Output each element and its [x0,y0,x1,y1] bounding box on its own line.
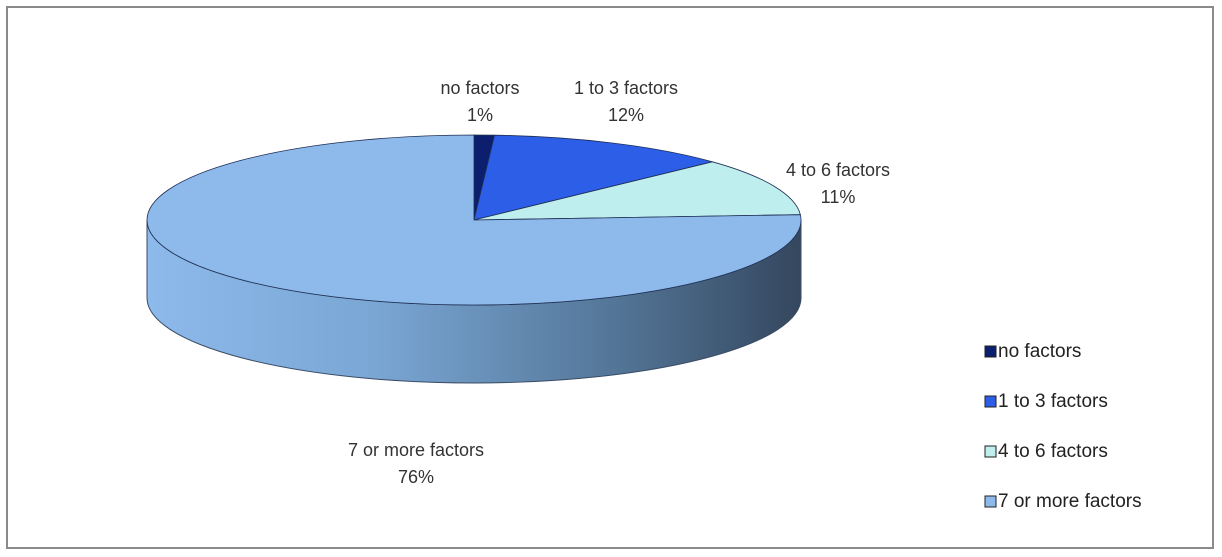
pie-slice-4-to-6-factors [473,161,801,221]
legend-swatch-7-or-more-factors [984,495,997,508]
data-label-no-factors-name: no factors [440,78,519,98]
data-label-4-to-6-factors-value: 11% [821,187,856,207]
data-label-no-factors-value: 1% [467,105,493,125]
data-label-1-to-3-factors-name: 1 to 3 factors [574,78,678,98]
pie-slice-1-to-3-factors [473,134,714,221]
data-label-7-or-more-factors-value: 76% [398,467,434,487]
legend-label-1-to-3-factors: 1 to 3 factors [998,391,1108,412]
legend-swatch-no-factors [984,345,997,358]
legend-label-7-or-more-factors: 7 or more factors [998,491,1142,512]
pie-slice-7-or-more-factors [146,134,802,306]
legend-swatch-4-to-6-factors [984,445,997,458]
legend-label-4-to-6-factors: 4 to 6 factors [998,441,1108,462]
data-label-7-or-more-factors-name: 7 or more factors [348,440,484,460]
legend-label-no-factors: no factors [998,341,1081,362]
legend-swatch-1-to-3-factors [984,395,997,408]
data-label-4-to-6-factors-name: 4 to 6 factors [786,160,890,180]
data-label-1-to-3-factors-value: 12% [608,105,644,125]
